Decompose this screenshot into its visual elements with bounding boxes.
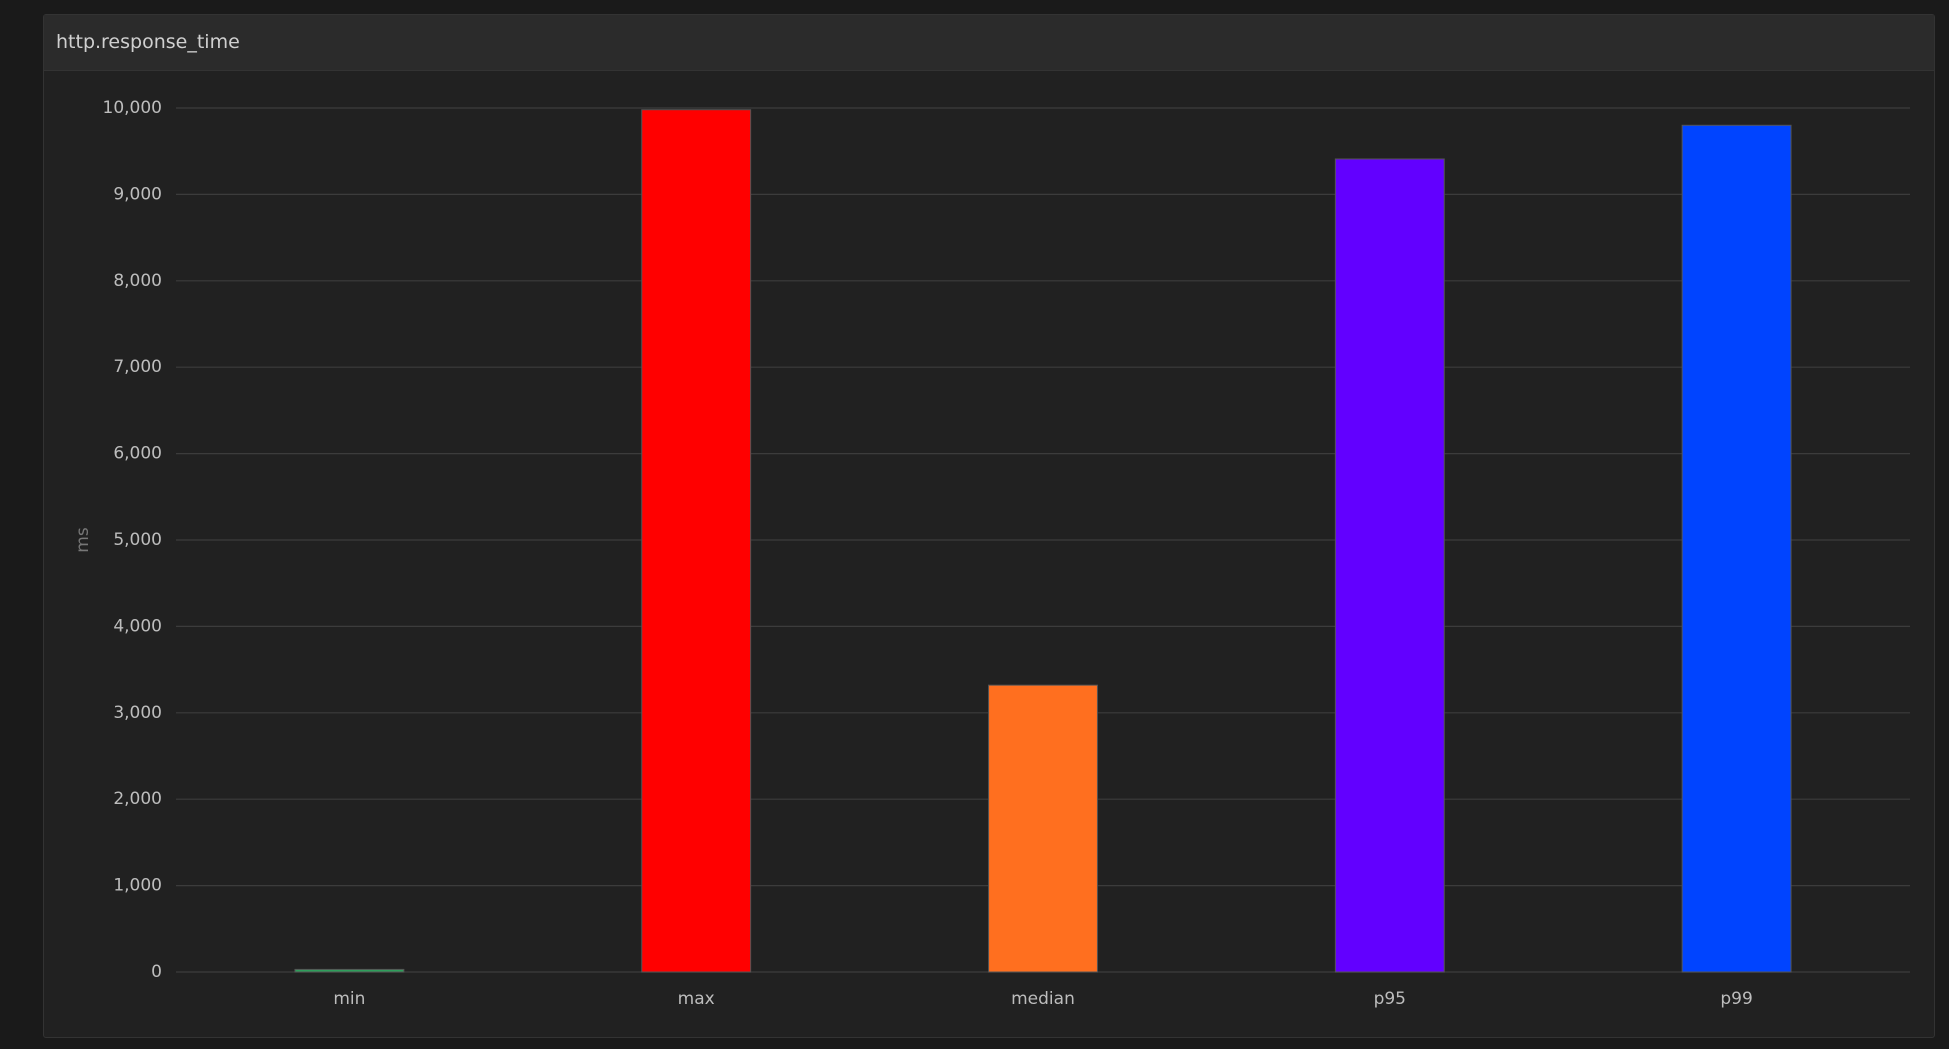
x-tick-label: p95 xyxy=(1374,989,1406,1009)
bar xyxy=(294,968,405,973)
x-tick-label: median xyxy=(1011,989,1075,1009)
y-tick-label: 2,000 xyxy=(113,789,162,809)
y-tick-label: 8,000 xyxy=(113,271,162,291)
y-tick-label: 5,000 xyxy=(113,530,162,550)
x-tick-label: max xyxy=(678,989,715,1009)
x-tick-label: min xyxy=(333,989,365,1009)
bar xyxy=(988,684,1098,973)
y-tick-label: 0 xyxy=(151,962,162,982)
panel-title: http.response_time xyxy=(44,15,1934,71)
y-tick-label: 4,000 xyxy=(113,616,162,636)
y-tick-label: 10,000 xyxy=(103,98,162,118)
bar xyxy=(641,109,752,973)
y-tick-label: 3,000 xyxy=(113,703,162,723)
y-axis-label: ms xyxy=(73,527,93,553)
bar xyxy=(1334,158,1445,973)
y-tick-label: 6,000 xyxy=(113,444,162,464)
y-tick-label: 9,000 xyxy=(113,184,162,204)
x-tick-label: p99 xyxy=(1720,989,1752,1009)
y-tick-label: 1,000 xyxy=(113,876,162,896)
bar xyxy=(1681,124,1792,973)
y-tick-label: 7,000 xyxy=(113,357,162,377)
